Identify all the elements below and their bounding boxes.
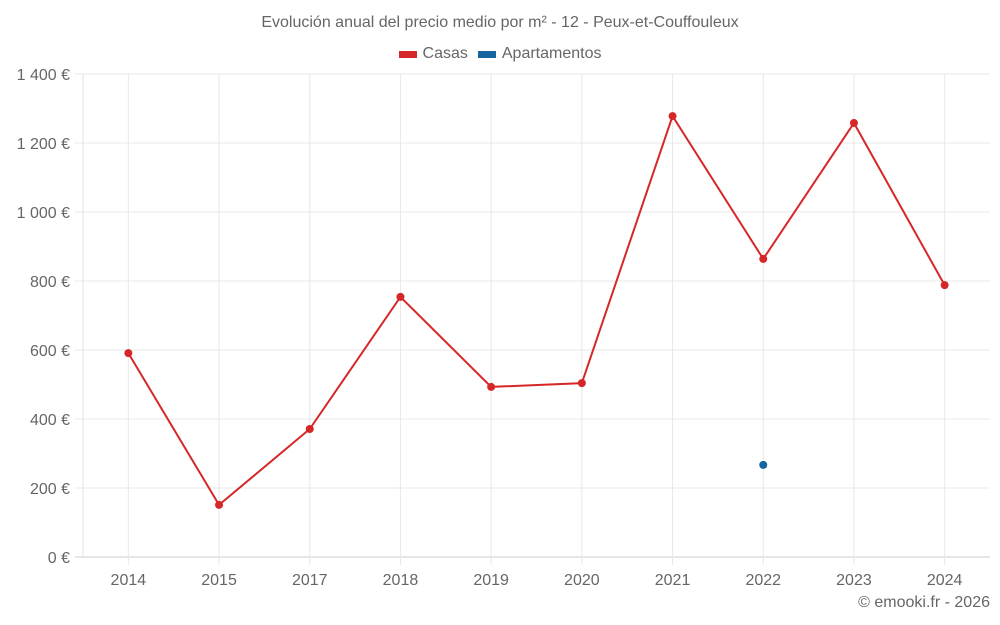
x-axis-tick-label: 2017	[292, 572, 328, 589]
chart-legend: Casas Apartamentos	[0, 45, 1000, 63]
legend-swatch-apartamentos	[477, 50, 496, 58]
data-point-apartamentos[interactable]	[759, 460, 768, 469]
legend-item-casas[interactable]: Casas	[398, 45, 468, 63]
legend-swatch-casas	[398, 50, 417, 58]
x-axis-tick-label: 2022	[745, 572, 781, 589]
data-point-casas[interactable]	[215, 500, 224, 509]
data-point-casas[interactable]	[849, 118, 858, 127]
data-point-casas[interactable]	[124, 349, 133, 358]
data-point-casas[interactable]	[759, 254, 768, 263]
data-point-casas[interactable]	[305, 425, 314, 434]
data-point-casas[interactable]	[940, 281, 949, 290]
x-axis-tick-label: 2024	[927, 572, 963, 589]
legend-label-apartamentos: Apartamentos	[501, 45, 602, 62]
x-axis-tick-label: 2023	[836, 572, 872, 589]
data-point-casas[interactable]	[396, 292, 405, 301]
x-axis-tick-label: 2014	[111, 572, 147, 589]
legend-label-casas: Casas	[422, 45, 468, 62]
y-axis-tick-label: 800 €	[30, 274, 70, 291]
x-axis-tick-label: 2021	[655, 572, 691, 589]
x-axis-tick-label: 2018	[383, 572, 419, 589]
y-axis-tick-label: 400 €	[30, 412, 70, 429]
data-point-casas[interactable]	[577, 379, 586, 388]
copyright-credit: © emooki.fr - 2026	[858, 594, 990, 611]
y-axis-tick-label: 0 €	[48, 550, 70, 567]
data-point-casas[interactable]	[487, 382, 496, 391]
y-axis-tick-label: 1 400 €	[17, 67, 70, 84]
x-axis-tick-label: 2020	[564, 572, 600, 589]
data-point-casas[interactable]	[668, 112, 677, 121]
y-axis-tick-label: 600 €	[30, 343, 70, 360]
x-axis-tick-label: 2015	[201, 572, 237, 589]
chart-title: Evolución anual del precio medio por m² …	[261, 14, 739, 31]
x-axis-tick-label: 2019	[473, 572, 509, 589]
series-line-casas	[127, 113, 946, 507]
y-axis-tick-label: 1 200 €	[17, 136, 70, 153]
y-axis-tick-label: 200 €	[30, 481, 70, 498]
legend-item-apartamentos[interactable]: Apartamentos	[477, 45, 602, 63]
y-axis-tick-label: 1 000 €	[17, 205, 70, 222]
